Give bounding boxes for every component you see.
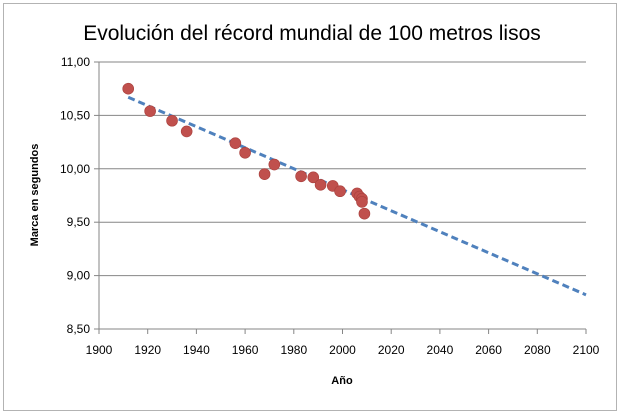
- data-point: [180, 125, 193, 138]
- y-tick-label: 9,50: [67, 215, 91, 229]
- x-tick-label: 2020: [378, 343, 405, 357]
- data-point: [268, 158, 281, 171]
- data-point: [258, 168, 271, 180]
- y-tick-label: 11,00: [61, 55, 90, 69]
- x-tick-label: 2100: [573, 343, 600, 357]
- chart-frame: [3, 3, 617, 411]
- chart-title: Evolución del récord mundial de 100 metr…: [83, 22, 541, 45]
- x-tick-label: 1940: [183, 343, 210, 357]
- data-point: [166, 114, 178, 127]
- y-tick-label: 10,00: [60, 162, 90, 176]
- y-tick-label: 8,50: [67, 322, 91, 336]
- x-tick-label: 2000: [329, 343, 356, 357]
- data-point: [314, 179, 327, 191]
- trendline-layer: [127, 95, 587, 297]
- y-tick-label: 9,00: [67, 269, 91, 283]
- x-tick-label: 2080: [524, 343, 551, 357]
- data-point: [358, 207, 371, 220]
- data-points: [122, 82, 371, 220]
- x-tick-label: 1980: [280, 343, 307, 357]
- trendline: [127, 95, 587, 297]
- y-tick-label: 10,50: [60, 108, 90, 122]
- x-tick-label: 1920: [134, 343, 161, 357]
- data-point: [356, 196, 368, 208]
- data-point: [307, 171, 320, 184]
- x-tick-label: 2060: [475, 343, 502, 357]
- data-point: [229, 137, 242, 149]
- x-tick-label: 1960: [232, 343, 259, 357]
- x-tick-label: 2040: [427, 343, 454, 357]
- data-point: [334, 185, 346, 198]
- data-point: [144, 105, 156, 117]
- data-point: [295, 170, 307, 183]
- data-point: [122, 82, 135, 95]
- y-axis-label: Marca en segundos: [29, 144, 41, 247]
- data-point: [239, 146, 251, 159]
- axis-ticks: 8,50 9,00 9,50 10,00 10,50 11,00 1900 1920 1940 1…: [60, 55, 600, 357]
- x-tick-label: 1900: [86, 343, 113, 357]
- x-axis-label: Año: [331, 375, 353, 387]
